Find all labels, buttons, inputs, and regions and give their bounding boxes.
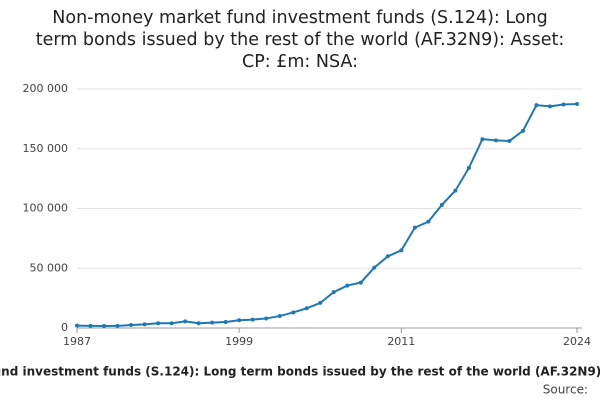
point — [169, 321, 174, 326]
point — [575, 101, 579, 106]
point — [183, 319, 188, 324]
point — [561, 102, 566, 107]
point — [277, 314, 282, 319]
point — [507, 138, 512, 143]
y-tick-label: 200 000 — [23, 82, 69, 95]
point — [480, 137, 485, 142]
point — [264, 316, 269, 321]
point — [358, 280, 363, 285]
point — [223, 320, 228, 325]
point — [493, 138, 498, 143]
line — [76, 102, 578, 327]
point — [75, 323, 79, 328]
point — [318, 300, 323, 305]
chart-title: Non-money market fund investment funds (… — [35, 8, 565, 72]
point — [520, 128, 525, 133]
point — [385, 254, 390, 259]
point — [372, 265, 377, 270]
point — [547, 104, 552, 109]
point — [426, 219, 431, 224]
point — [439, 202, 444, 207]
point — [453, 188, 458, 193]
point — [304, 306, 309, 311]
point — [142, 322, 147, 327]
x-tick-label: 2011 — [387, 335, 415, 348]
point — [196, 321, 201, 326]
x-tick-label: 1987 — [63, 335, 91, 348]
point — [412, 225, 417, 230]
x-tick-label: 1999 — [225, 335, 253, 348]
point — [331, 290, 336, 295]
point — [237, 318, 242, 323]
point — [115, 323, 120, 328]
point — [210, 320, 215, 325]
point — [250, 317, 255, 322]
source: Source: — [543, 383, 588, 397]
y-tick-label: 150 000 — [23, 142, 69, 155]
point — [534, 103, 539, 108]
point — [466, 165, 471, 170]
point — [102, 323, 107, 328]
point — [156, 321, 161, 326]
x-tick-label: 2024 — [563, 335, 591, 348]
x-axis-label: Non-money market fund investment funds (… — [0, 365, 600, 379]
y-tick-label: 50 000 — [30, 261, 69, 274]
point — [88, 323, 93, 328]
y-tick-label: 0 — [61, 321, 68, 334]
point — [345, 283, 350, 288]
point — [129, 323, 134, 328]
point — [291, 310, 296, 315]
y-tick-label: 100 000 — [23, 202, 69, 215]
point — [399, 248, 404, 253]
